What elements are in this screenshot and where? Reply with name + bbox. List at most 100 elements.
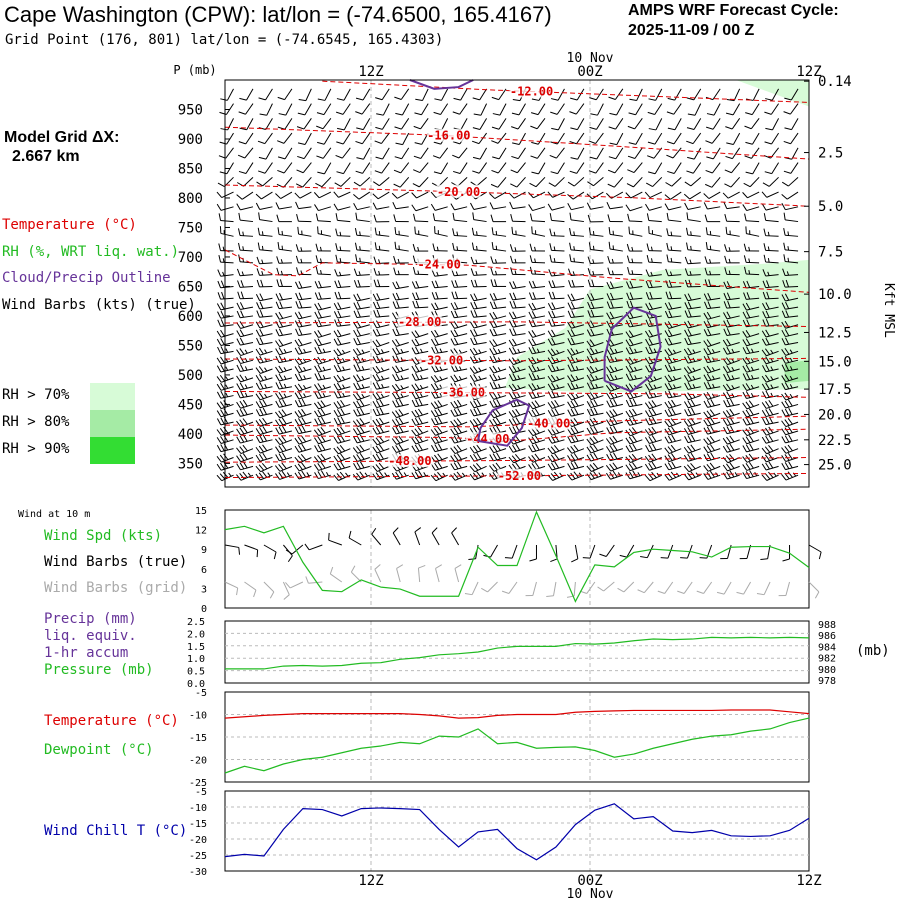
profile-wind-barb-flag [751,348,754,353]
profile-wind-barb-flag [761,375,767,383]
profile-wind-barb-flag [220,128,228,131]
profile-wind-barb-flag [528,347,533,355]
profile-wind-barb-flag [634,375,637,380]
profile-wind-barb [298,342,312,347]
profile-wind-barb [629,315,643,320]
profile-wind-barb-flag [653,348,657,353]
profile-wind-barb [381,88,390,101]
profile-wind-barb-flag [706,311,712,319]
profile-wind-barb-flag [570,445,576,453]
profile-wind-barb-flag [216,418,222,426]
profile-wind-barb-flag [707,381,712,389]
profile-wind-barb-flag [768,445,774,452]
model-grid-value: 2.667 km [12,148,80,165]
profile-wind-barb-flag [667,374,673,382]
profile-wind-barb-flag [667,329,673,337]
profile-wind-barb-flag [625,365,631,373]
profile-wind-barb-flag [664,436,670,444]
legend-cloud-outline: Cloud/Precip Outline [2,270,171,286]
profile-wind-barb-flag [628,444,634,452]
profile-wind-barb-flag [551,356,556,364]
profile-wind-barb-flag [474,279,478,287]
profile-wind-barb-flag [549,243,552,251]
profile-wind-barb-flag [456,418,462,425]
profile-wind-barb-flag [586,393,592,400]
profile-wind-barb-flag [297,155,305,160]
profile-wind-barb-flag [724,183,732,188]
profile-wind-barb-flag [509,292,514,301]
profile-wind-barb-flag [726,399,731,407]
profile-wind-barb-flag [648,329,654,337]
profile-wind-barb-flag [318,280,322,288]
profile-wind-barb-flag [595,349,599,354]
profile-wind-barb [285,103,293,116]
profile-wind-barb [551,297,565,300]
profile-wind-barb-flag [276,267,280,276]
profile-wind-barb [687,341,701,346]
profile-wind-barb-flag [415,292,420,300]
profile-wind-barb-flag [726,311,731,319]
profile-wind-barb-flag [452,212,455,221]
isotherm-label-bg [397,315,442,329]
isotherm-line [224,321,810,328]
pressure-tick-label: 550 [178,338,203,354]
profile-wind-barb [654,132,663,145]
pressure-tick-label: 900 [178,132,203,148]
profile-wind-barb-flag [742,429,748,436]
profile-wind-barb-flag [547,349,553,357]
profile-wind-barb-flag [353,401,358,409]
pressure-tick: 982 [818,654,836,665]
profile-wind-barb-flag [573,399,579,407]
wind10m-barb-grid [664,581,674,594]
profile-wind-barb-flag [648,302,653,310]
profile-wind-barb [707,206,721,210]
isotherm-label: -28.00 [398,315,441,329]
profile-wind-barb [302,176,312,188]
profile-wind-barb [493,342,507,348]
profile-wind-barb-flag [361,349,365,354]
profile-wind-barb-flag [628,112,636,116]
profile-wind-barb [732,132,741,145]
wind10m-barb-grid-flag [597,586,604,592]
profile-wind-barb-flag [765,329,770,337]
profile-wind-barb-flag [667,427,673,435]
profile-wind-barb-flag [686,140,694,145]
profile-wind-barb-flag [434,417,439,425]
profile-wind-barb-flag [336,141,344,145]
profile-wind-barb-flag [590,320,595,328]
profile-wind-barb-flag [258,472,264,479]
profile-wind-barb-flag [216,330,222,338]
profile-wind-barb [648,261,662,264]
profile-wind-barb [752,162,760,175]
wind10m-barb-grid [487,581,498,593]
profile-wind-barb-flag [534,246,536,252]
profile-wind-barb-flag [262,452,268,460]
profile-wind-barb-flag [723,328,728,336]
profile-wind-barb-flag [761,463,767,471]
wind10m-barb-true-flag [414,527,422,533]
rh90-swatch [90,437,135,464]
profile-wind-barb-flag [278,339,284,346]
profile-wind-barb-flag [609,453,615,461]
isotherm-line [224,428,810,441]
profile-wind-barb-flag [708,279,712,287]
profile-wind-barb-flag [303,393,307,398]
profile-wind-barb-flag [683,401,689,409]
profile-wind-barb-flag [606,301,611,309]
profile-wind-barb-flag [609,365,615,373]
profile-wind-barb [415,342,429,347]
profile-wind-barb-flag [573,471,579,478]
profile-wind-barb-flag [352,349,358,356]
profile-wind-barb-flag [644,429,650,436]
profile-wind-barb-flag [568,280,572,288]
profile-wind-barb-flag [632,398,637,406]
profile-wind-barb-flag [219,401,225,408]
profile-wind-barb-flag [411,392,417,399]
profile-wind-barb-flag [742,464,748,471]
profile-wind-barb-flag [517,393,521,398]
profile-wind-barb-flag [242,461,248,469]
wind10m-barb-true-flag [680,557,688,559]
profile-wind-barb-flag [236,455,242,462]
label-precip: Precip (mm) [44,611,137,627]
profile-wind-barb-flag [301,425,306,433]
